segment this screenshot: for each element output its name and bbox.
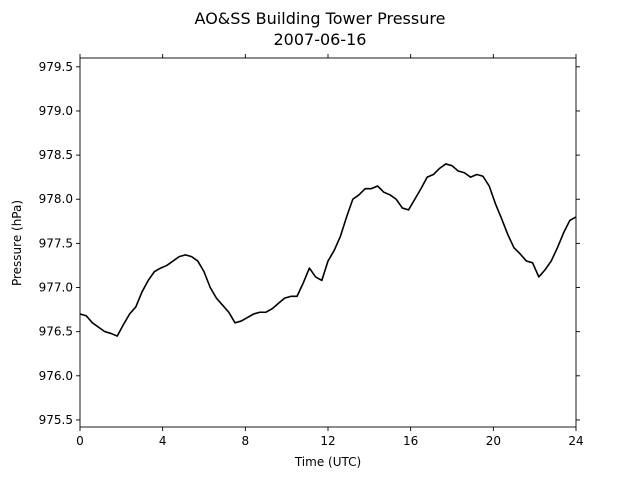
- x-tick-label: 20: [486, 434, 501, 448]
- x-tick-label: 8: [242, 434, 250, 448]
- y-tick-label: 977.0: [39, 281, 73, 295]
- x-tick-label: 0: [76, 434, 84, 448]
- x-axis-ticks: 0 4 8 12 16 20 24: [76, 54, 584, 448]
- y-axis-ticks: 975.5 976.0 976.5 977.0 977.5 978.0 978.5 979.0…: [39, 60, 580, 427]
- x-tick-label: 12: [320, 434, 335, 448]
- chart-title: AO&SS Building Tower Pressure: [195, 9, 446, 28]
- plot-frame: [79, 57, 577, 428]
- x-tick-label: 4: [159, 434, 167, 448]
- chart-subtitle: 2007-06-16: [274, 30, 367, 49]
- y-tick-label: 978.5: [39, 148, 73, 162]
- plot-area: [79, 57, 577, 428]
- x-axis-label: Time (UTC): [294, 455, 361, 469]
- x-tick-label: 24: [568, 434, 583, 448]
- y-axis-label: Pressure (hPa): [10, 200, 24, 286]
- y-tick-label: 979.5: [39, 60, 73, 74]
- x-tick-label: 16: [403, 434, 418, 448]
- series-line-0: [79, 163, 577, 337]
- y-tick-label: 976.5: [39, 325, 73, 339]
- y-tick-label: 977.5: [39, 236, 73, 250]
- y-tick-label: 976.0: [39, 369, 73, 383]
- y-tick-label: 978.0: [39, 192, 73, 206]
- y-tick-label: 975.5: [39, 413, 73, 427]
- y-tick-label: 979.0: [39, 104, 73, 118]
